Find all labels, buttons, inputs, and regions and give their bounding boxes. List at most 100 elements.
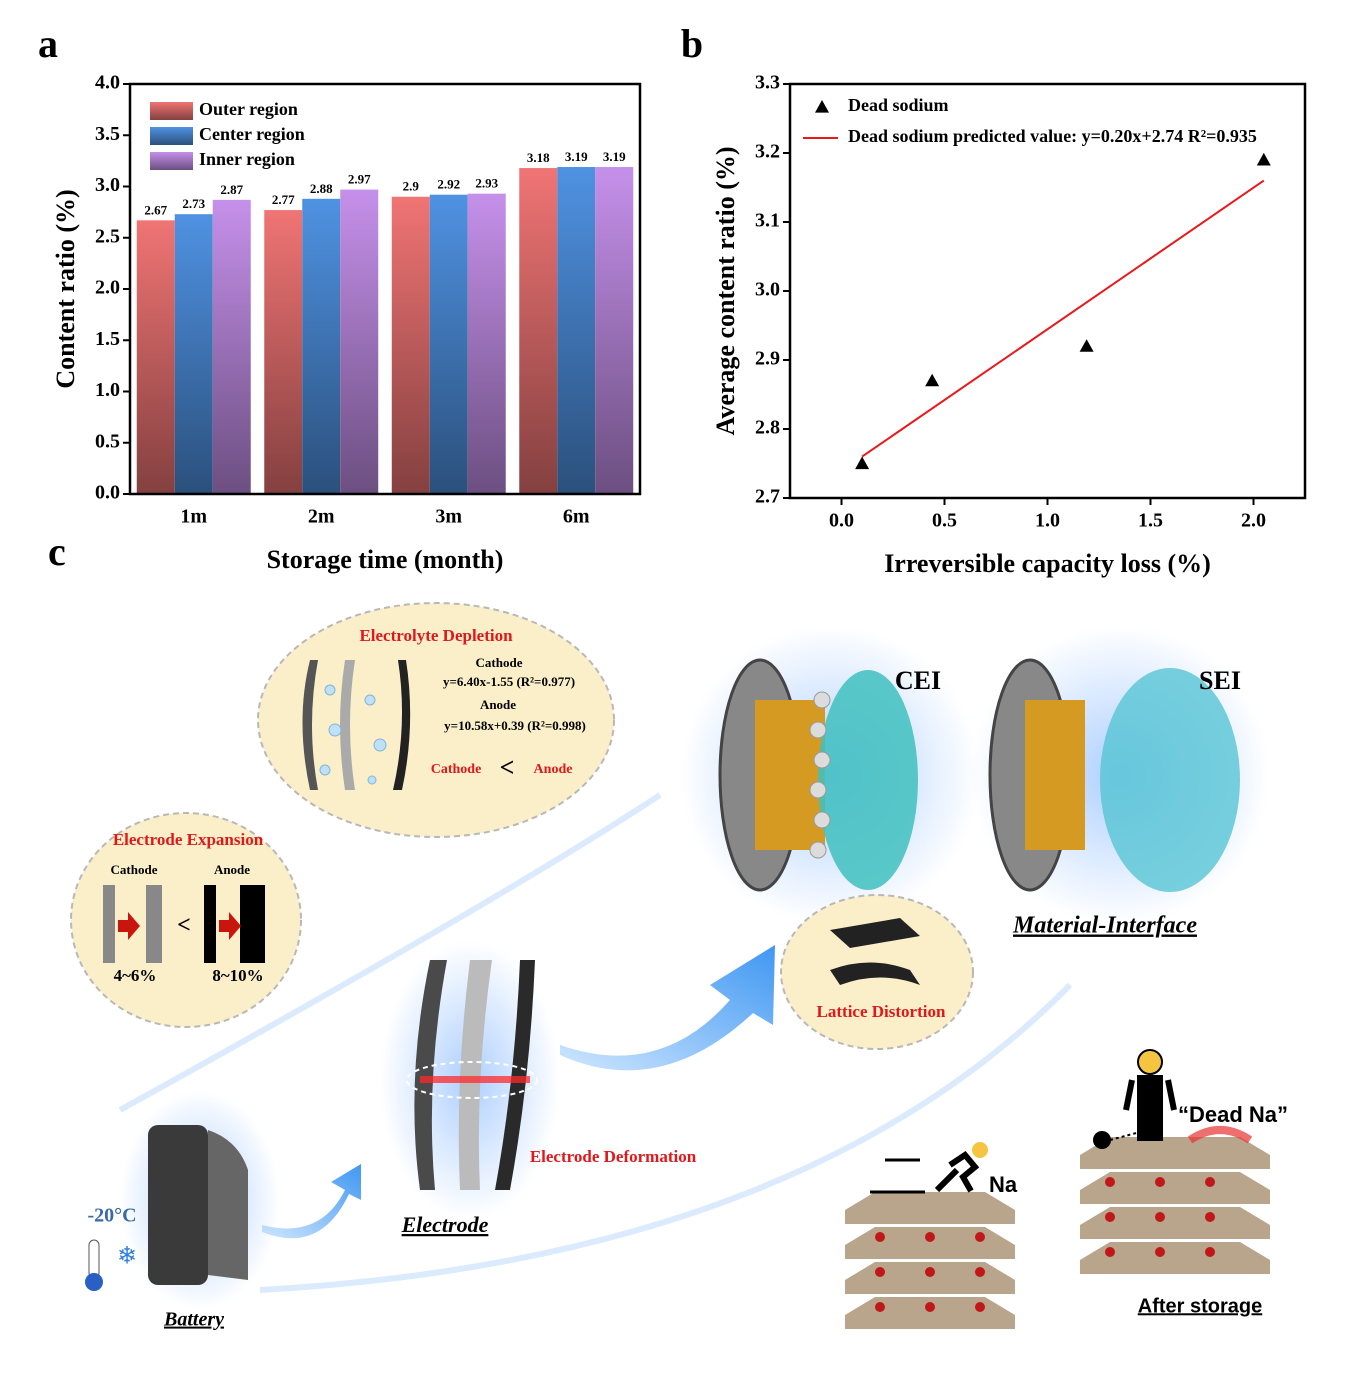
- label: Electrode Deformation: [530, 1147, 697, 1166]
- arrow: [262, 1164, 361, 1239]
- bubble: [70, 812, 302, 1028]
- electrode-sheet: [393, 660, 411, 790]
- layer: [1025, 700, 1085, 850]
- layers: [845, 1137, 1270, 1329]
- ball: [1093, 1131, 1111, 1149]
- data-label: 3.19: [565, 149, 588, 164]
- bar: [136, 220, 175, 494]
- label: CEI: [895, 666, 941, 695]
- lattice: [830, 918, 920, 948]
- electrode-sheet: [495, 960, 535, 1190]
- chain: [1109, 1131, 1141, 1141]
- label: Lattice Distortion: [817, 1002, 946, 1021]
- x-tick-label: 1m: [180, 506, 207, 528]
- legend-swatch: [150, 127, 193, 145]
- bar: [264, 210, 303, 494]
- point: [855, 456, 870, 470]
- label: “Dead Na”: [1178, 1102, 1288, 1127]
- point: [1079, 339, 1094, 352]
- x-tick-label: 2m: [308, 506, 335, 528]
- y-tick-label: 0.5: [95, 430, 120, 452]
- label: Battery: [163, 1309, 224, 1331]
- label: Anode: [534, 762, 573, 777]
- electrode-sheet: [458, 960, 492, 1190]
- label: 4~6%: [114, 966, 157, 985]
- bar: [557, 167, 596, 494]
- bubbles: [319, 684, 387, 785]
- label: <: [177, 913, 191, 939]
- data-label: 2.9: [403, 179, 420, 194]
- label: SEI: [1199, 666, 1241, 695]
- data-label: 2.92: [437, 177, 460, 192]
- arrow: [219, 912, 241, 940]
- panel-label: a: [38, 21, 58, 66]
- label: Anode: [214, 862, 250, 877]
- y-tick-label: 3.0: [95, 174, 120, 196]
- y-tick-label: 0.0: [95, 482, 120, 504]
- electrode-sheet: [204, 885, 216, 963]
- thermometer: [88, 1239, 100, 1279]
- x-tick-label: 2.0: [1241, 510, 1266, 532]
- schematic: c Electrolyte Depletion Cathode y=6.40x-…: [48, 529, 1288, 1330]
- electrode-sheet: [414, 960, 447, 1190]
- plot-frame: [128, 82, 642, 496]
- legend-label: Dead sodium predicted value: y=0.20x+2.7…: [848, 126, 1257, 146]
- disk: [818, 670, 918, 890]
- x-tick-label: 6m: [563, 506, 590, 528]
- label: y=10.58x+0.39 (R²=0.998): [444, 718, 586, 733]
- battery-sheet: [208, 1130, 248, 1280]
- bar: [519, 168, 558, 495]
- y-tick-label: 2.5: [95, 225, 120, 247]
- label: Electrode Expansion: [113, 830, 264, 849]
- bar: [467, 193, 506, 495]
- data-label: 2.97: [348, 172, 371, 187]
- data-label: 2.93: [475, 176, 498, 191]
- data-label: 2.77: [272, 192, 295, 207]
- label: Na: [989, 1172, 1018, 1197]
- label: Material-Interface: [1012, 913, 1197, 939]
- x-axis-label: Irreversible capacity loss (%): [884, 549, 1211, 578]
- legend-swatch: [815, 100, 829, 113]
- y-tick-label: 2.8: [755, 417, 780, 439]
- sodium-atoms: [875, 1177, 1215, 1312]
- bar: [595, 167, 634, 494]
- electrode-sheet: [240, 885, 265, 963]
- electrode-sheet: [340, 660, 355, 790]
- label: y=6.40x-1.55 (R²=0.977): [443, 674, 575, 689]
- runner-head: [972, 1142, 988, 1158]
- swoosh: [118, 792, 662, 1113]
- y-tick-label: 1.0: [95, 379, 120, 401]
- bar: [302, 198, 341, 495]
- arrow: [560, 945, 775, 1071]
- y-tick-label: 1.5: [95, 328, 120, 350]
- data-label: 2.67: [144, 202, 167, 217]
- label: After storage: [1138, 1295, 1262, 1317]
- y-tick-label: 2.0: [95, 277, 120, 299]
- y-axis-label: Average content ratio (%): [711, 146, 740, 435]
- y-tick-label: 3.2: [755, 141, 780, 163]
- person: [1123, 1075, 1177, 1141]
- electrode-sheet: [146, 885, 162, 963]
- label: Electrolyte Depletion: [359, 626, 513, 645]
- electrode-sheet: [103, 885, 115, 963]
- label: Electrode: [401, 1212, 489, 1237]
- legend-swatch: [150, 152, 193, 170]
- data-label: 2.88: [310, 181, 333, 196]
- x-axis-label: Storage time (month): [267, 545, 504, 574]
- panel-label: c: [48, 529, 66, 574]
- person-head: [1137, 1049, 1163, 1075]
- legend-label: Inner region: [199, 149, 295, 169]
- lattice: [830, 962, 920, 985]
- point: [925, 373, 940, 387]
- label: 8~10%: [212, 966, 263, 985]
- x-tick-label: 0.5: [932, 510, 957, 532]
- disk: [1100, 668, 1240, 892]
- data-label: 3.19: [603, 149, 626, 164]
- bar: [174, 214, 213, 495]
- swoosh: [259, 982, 1073, 1293]
- legend-label: Center region: [199, 124, 305, 144]
- fit-line: [861, 179, 1265, 458]
- particles: [809, 691, 831, 859]
- y-tick-label: 3.5: [95, 123, 120, 145]
